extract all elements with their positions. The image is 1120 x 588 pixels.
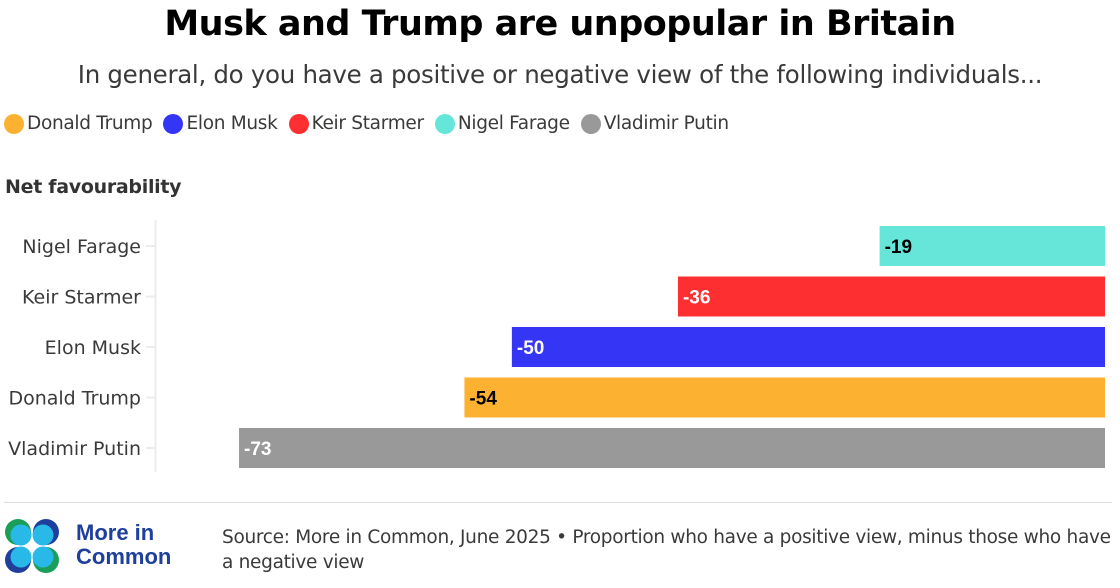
legend-label: Elon Musk <box>186 113 278 134</box>
bar-donald-trump <box>464 377 1105 418</box>
legend-dot-icon <box>288 113 309 134</box>
legend-label: Vladimir Putin <box>603 113 729 134</box>
source-note: Source: More in Common, June 2025 • Prop… <box>222 527 1111 573</box>
bar-chart: -19 Nigel Farage -36 Keir Starmer -50 Elon Mu… <box>8 220 1106 472</box>
legend-item-vladimir-putin: Vladimir Putin <box>580 113 729 134</box>
legend-dot-icon <box>163 113 184 134</box>
legend-dot-icon <box>580 113 601 134</box>
value-label: -73 <box>244 439 271 460</box>
value-label: -36 <box>683 288 710 309</box>
y-axis-title: Net favourability <box>5 176 182 198</box>
legend-label: Keir Starmer <box>311 113 425 134</box>
legend-dot-icon <box>4 113 24 134</box>
brand-name-line2: Common <box>76 544 172 569</box>
legend-item-nigel-farage: Nigel Farage <box>434 113 570 134</box>
bar-vladimir-putin <box>239 428 1106 468</box>
bars-group: -19 Nigel Farage -36 Keir Starmer -50 Elon Mu… <box>8 226 1106 468</box>
category-label: Donald Trump <box>8 388 141 410</box>
value-label: -19 <box>885 237 912 258</box>
legend-dot-icon <box>434 113 455 134</box>
category-label: Elon Musk <box>45 337 141 359</box>
chart-subtitle: In general, do you have a positive or ne… <box>77 60 1043 89</box>
legend-label: Donald Trump <box>27 113 153 134</box>
more-in-common-logo-icon <box>5 519 59 573</box>
value-label: -54 <box>469 389 497 410</box>
category-label: Keir Starmer <box>22 287 141 309</box>
brand-name-line1: More in <box>76 520 155 545</box>
chart-title: Musk and Trump are unpopular in Britain <box>164 4 956 44</box>
category-label: Vladimir Putin <box>8 438 141 460</box>
legend-item-keir-starmer: Keir Starmer <box>288 113 425 134</box>
bar-elon-musk <box>511 327 1105 367</box>
legend-item-donald-trump: Donald Trump <box>4 113 153 134</box>
legend: Donald Trump Elon Musk Keir Starmer Nige… <box>4 113 740 134</box>
bar-nigel-farage <box>879 226 1105 266</box>
category-label: Nigel Farage <box>22 236 141 258</box>
legend-item-elon-musk: Elon Musk <box>163 113 278 134</box>
value-label: -50 <box>517 338 544 359</box>
brand-name: More in Common <box>76 521 171 569</box>
legend-label: Nigel Farage <box>457 113 570 134</box>
footer-divider <box>4 502 1112 503</box>
bar-keir-starmer <box>677 276 1105 317</box>
